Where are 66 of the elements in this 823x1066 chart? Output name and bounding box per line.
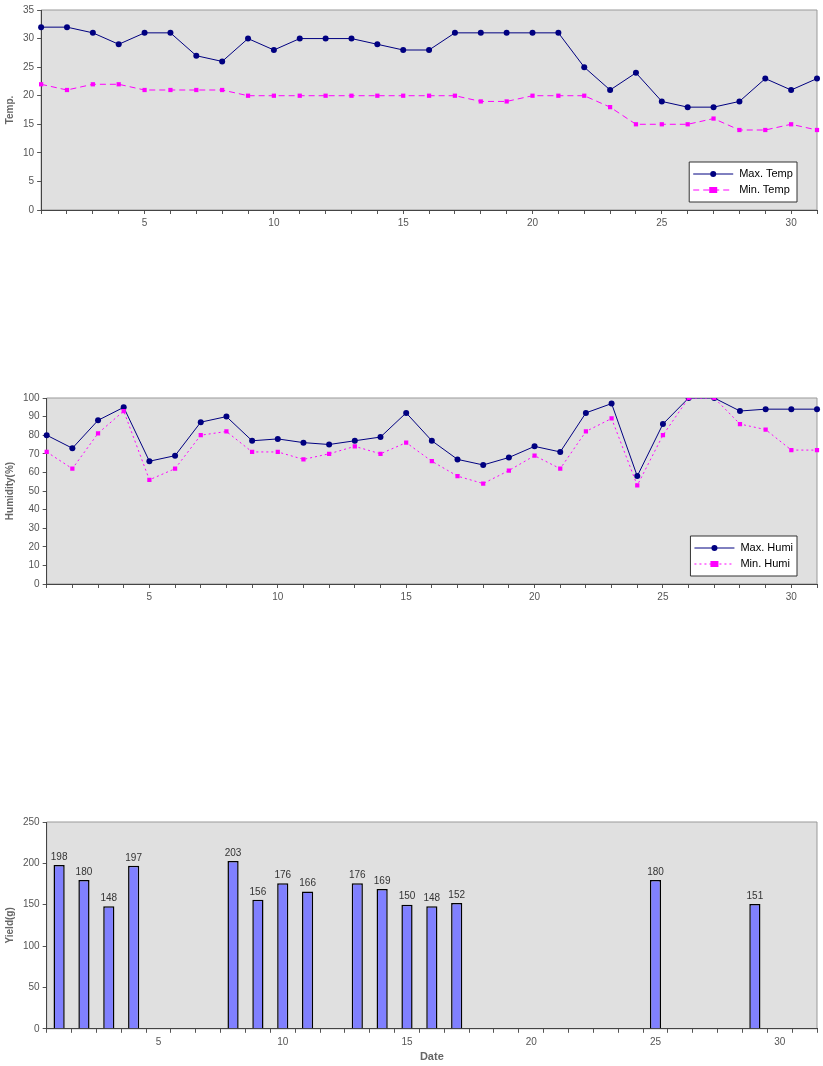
- data-label: 180: [75, 865, 93, 877]
- y-tick-label: 200: [23, 857, 41, 869]
- y-tick-label: 25: [23, 60, 35, 72]
- x-tick-label: 25: [657, 590, 669, 602]
- x-tick-label: 25: [656, 216, 668, 228]
- data-label: 148: [100, 892, 118, 904]
- x-tick-label: 10: [272, 590, 284, 602]
- y-tick-label: 30: [23, 32, 35, 44]
- data-label: 152: [448, 888, 466, 900]
- x-tick-label: 10: [268, 216, 280, 228]
- y-tick-label: 50: [28, 981, 41, 993]
- y-tick-label: 30: [28, 521, 41, 533]
- data-label: 151: [746, 889, 764, 901]
- x-tick-label: 20: [526, 216, 539, 228]
- data-label: 203: [224, 846, 242, 858]
- x-tick-label: 30: [785, 590, 798, 602]
- data-label: 148: [423, 892, 441, 904]
- y-tick-label: 0: [28, 203, 35, 215]
- y-axis-title: Temp.: [3, 95, 15, 125]
- x-tick-label: 15: [401, 1035, 413, 1047]
- y-tick-label: 70: [28, 447, 41, 459]
- x-tick-label: 5: [155, 1035, 162, 1047]
- y-tick-label: 90: [28, 410, 41, 422]
- x-tick-label: 5: [146, 590, 153, 602]
- legend-label: Max. Humi: [740, 541, 793, 554]
- y-tick-label: 60: [28, 466, 41, 478]
- x-tick-label: 20: [525, 1035, 538, 1047]
- data-label: 197: [125, 851, 143, 863]
- x-tick-label: 10: [277, 1035, 289, 1047]
- x-tick-label: 5: [141, 216, 148, 228]
- y-tick-label: 35: [23, 3, 35, 15]
- data-label: 198: [50, 850, 68, 862]
- y-tick-label: 20: [28, 540, 41, 552]
- data-label: 176: [348, 868, 367, 880]
- x-tick-label: 20: [528, 590, 541, 602]
- x-axis-title: Date: [419, 1050, 444, 1063]
- y-tick-label: 20: [23, 89, 35, 101]
- data-label: 169: [373, 874, 391, 886]
- x-tick-label: 15: [397, 216, 410, 228]
- y-axis-title: Humidity(%): [3, 461, 15, 521]
- y-tick-label: 0: [34, 1022, 41, 1034]
- x-tick-label: 30: [774, 1035, 786, 1047]
- y-tick-label: 10: [28, 559, 41, 571]
- legend-label: Max. Temp: [739, 167, 793, 180]
- y-tick-label: 150: [23, 898, 41, 910]
- y-tick-label: 50: [28, 484, 41, 496]
- data-label: 176: [274, 868, 292, 880]
- y-tick-label: 80: [28, 428, 41, 440]
- y-tick-label: 10: [23, 146, 35, 158]
- y-tick-label: 100: [23, 391, 41, 403]
- x-tick-label: 25: [649, 1035, 662, 1047]
- legend-label: Min. Humi: [740, 557, 790, 570]
- y-tick-label: 15: [23, 118, 35, 130]
- y-tick-label: 5: [28, 175, 35, 187]
- y-tick-label: 40: [28, 503, 41, 515]
- y-tick-label: 100: [23, 939, 41, 951]
- y-tick-label: 0: [34, 577, 41, 589]
- data-label: 166: [299, 877, 317, 889]
- data-label: 150: [398, 890, 416, 902]
- x-tick-label: 30: [785, 216, 798, 228]
- x-tick-label: 15: [400, 590, 413, 602]
- y-axis-title: Yield(g): [3, 907, 15, 944]
- data-label: 156: [249, 885, 267, 897]
- legend-label: Min. Temp: [739, 183, 790, 196]
- y-tick-label: 250: [23, 815, 41, 827]
- data-label: 180: [647, 865, 665, 877]
